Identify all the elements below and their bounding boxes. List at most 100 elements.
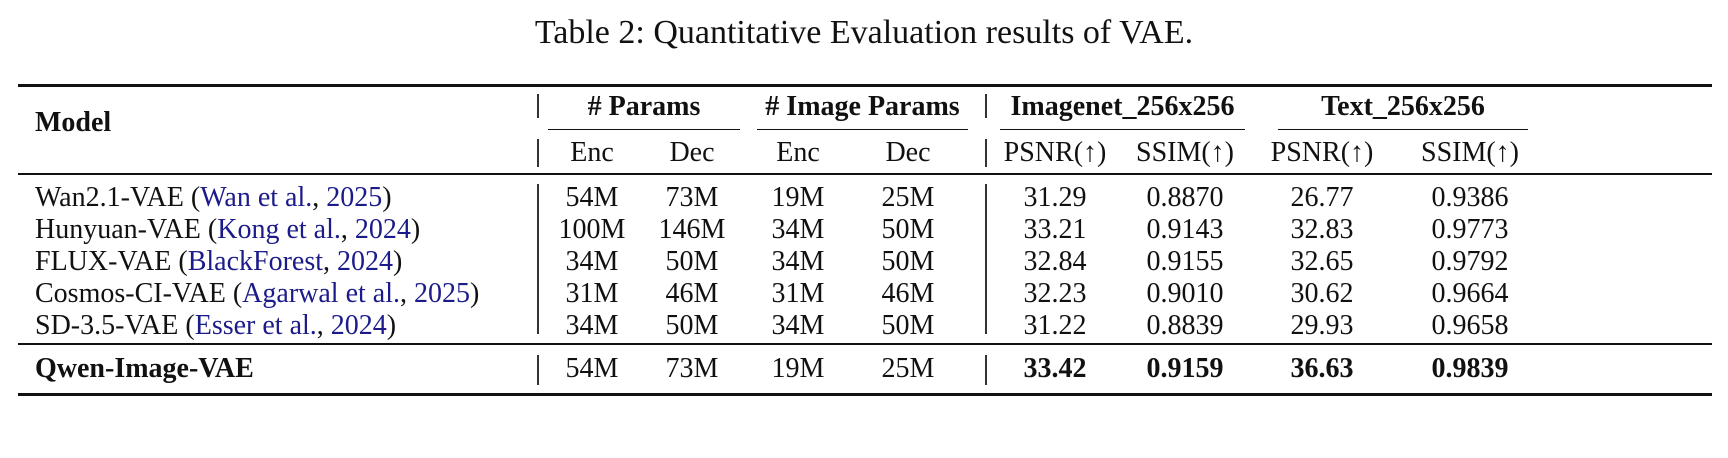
column-separator [537, 94, 539, 118]
model-name: Cosmos-CI-VAE (Agarwal et al., 2025) [35, 278, 479, 310]
header-group: Text_256x256 [1321, 91, 1485, 122]
model-text: , [400, 278, 414, 309]
table-cell: 0.9658 [1431, 310, 1509, 341]
table-cell: 73M [665, 353, 719, 384]
header-model: Model [35, 107, 112, 138]
model-name: SD-3.5-VAE (Esser et al., 2024) [35, 310, 396, 342]
model-name: Wan2.1-VAE (Wan et al., 2025) [35, 182, 392, 214]
model-text: ( [225, 278, 243, 309]
model-text: ) [386, 310, 397, 341]
model-text: , [312, 182, 327, 213]
citation-link[interactable]: BlackForest [187, 246, 324, 277]
table-cell: 54M [565, 182, 619, 213]
table-cell: 31M [565, 278, 619, 309]
citation-link[interactable]: 2024 [354, 214, 411, 245]
table-cell: 31.22 [1023, 310, 1087, 341]
table-cell: 32.84 [1023, 246, 1087, 277]
table-cell: 0.8870 [1146, 182, 1224, 213]
table-cell: 0.9155 [1146, 246, 1224, 277]
table-cell: 0.9010 [1146, 278, 1224, 309]
column-separator [537, 184, 539, 334]
column-separator [537, 139, 539, 167]
model-text: , [316, 310, 331, 341]
table-cell: 0.9159 [1146, 353, 1224, 384]
group-underline-3 [1278, 129, 1528, 131]
header-subcolumn: Dec [885, 137, 931, 168]
group-underline-2 [1000, 129, 1245, 131]
model-text: , [323, 246, 338, 277]
table-cell: 33.42 [1023, 353, 1087, 384]
mid-rule [18, 343, 1712, 345]
table-cell: 31M [771, 278, 825, 309]
table-cell: 34M [565, 310, 619, 341]
table-cell: 31.29 [1023, 182, 1087, 213]
top-rule [18, 84, 1712, 87]
citation-link[interactable]: 2024 [337, 246, 394, 277]
citation-link[interactable]: 2024 [330, 310, 387, 341]
header-subcolumn: Enc [570, 137, 614, 168]
table-cell: 46M [881, 278, 935, 309]
table-cell: 29.93 [1290, 310, 1354, 341]
header-group: Imagenet_256x256 [1010, 91, 1235, 122]
citation-link[interactable]: 2025 [326, 182, 383, 213]
table-cell: 146M [658, 214, 726, 245]
table-cell: 34M [771, 310, 825, 341]
model-text: Hunyuan-VAE [35, 214, 201, 245]
column-separator [985, 94, 987, 118]
header-rule [18, 173, 1712, 175]
model-name: Hunyuan-VAE (Kong et al., 2024) [35, 214, 420, 246]
table-cell: 34M [771, 246, 825, 277]
bottom-rule [18, 393, 1712, 396]
group-underline-0 [548, 129, 740, 131]
table-cell: 50M [665, 310, 719, 341]
header-group: # Params [587, 91, 701, 122]
header-subcolumn: SSIM(↑) [1135, 137, 1235, 168]
column-separator [985, 139, 987, 167]
table-cell: 0.8839 [1146, 310, 1224, 341]
citation-link[interactable]: Agarwal et al. [242, 278, 400, 309]
citation-link[interactable]: Kong et al. [217, 214, 341, 245]
table-cell: 36.63 [1290, 353, 1354, 384]
table-cell: 54M [565, 353, 619, 384]
model-text: ( [178, 310, 195, 341]
model-text: , [340, 214, 355, 245]
table-cell: 46M [665, 278, 719, 309]
table-cell: 25M [881, 182, 935, 213]
table-cell: 50M [881, 246, 935, 277]
table-cell: 0.9792 [1431, 246, 1509, 277]
model-name: FLUX-VAE (BlackForest, 2024) [35, 246, 402, 278]
group-underline-1 [757, 129, 968, 131]
model-text: ) [393, 246, 403, 277]
model-text: ) [410, 214, 421, 245]
header-subcolumn: Enc [776, 137, 820, 168]
column-separator [985, 355, 987, 385]
model-name: Qwen-Image-VAE [35, 353, 254, 384]
header-subcolumn: PSNR(↑) [1003, 137, 1107, 168]
table-caption: Table 2: Quantitative Evaluation results… [534, 14, 1194, 51]
model-text: ( [200, 214, 218, 245]
model-text: ) [470, 278, 480, 309]
table-cell: 0.9143 [1146, 214, 1224, 245]
table-cell: 34M [771, 214, 825, 245]
citation-link[interactable]: 2025 [414, 278, 470, 309]
table-cell: 25M [881, 353, 935, 384]
table-cell: 32.23 [1023, 278, 1087, 309]
model-text: ( [183, 182, 201, 213]
table-cell: 30.62 [1290, 278, 1354, 309]
header-subcolumn: Dec [669, 137, 715, 168]
header-subcolumn: PSNR(↑) [1270, 137, 1374, 168]
table-cell: 32.83 [1290, 214, 1354, 245]
header-subcolumn: SSIM(↑) [1420, 137, 1520, 168]
table-cell: 0.9773 [1431, 214, 1509, 245]
header-group: # Image Params [765, 91, 960, 122]
table-cell: 0.9386 [1431, 182, 1509, 213]
table-cell: 50M [665, 246, 719, 277]
model-text: FLUX-VAE [35, 246, 172, 277]
model-text: Cosmos-CI-VAE [35, 278, 226, 309]
table-cell: 73M [665, 182, 719, 213]
citation-link[interactable]: Esser et al. [194, 310, 317, 341]
table-cell: 32.65 [1290, 246, 1354, 277]
column-separator [985, 184, 987, 334]
table-cell: 33.21 [1023, 214, 1087, 245]
citation-link[interactable]: Wan et al. [200, 182, 313, 213]
